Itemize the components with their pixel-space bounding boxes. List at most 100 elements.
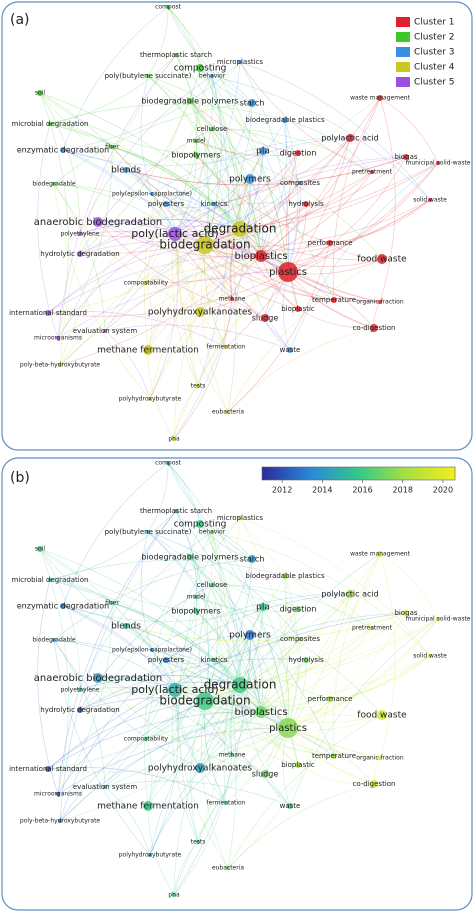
- edge: [329, 655, 431, 700]
- edge: [111, 146, 262, 257]
- node-label: performance: [308, 695, 353, 703]
- edge: [171, 689, 199, 843]
- edge: [239, 61, 373, 173]
- node-label: biodegradation: [159, 238, 250, 252]
- edge: [200, 700, 229, 869]
- edge: [79, 531, 213, 691]
- edge: [47, 156, 407, 314]
- edge: [173, 634, 251, 896]
- node-label: composting: [174, 520, 227, 530]
- edge: [189, 100, 299, 154]
- edge: [213, 203, 289, 273]
- edge: [264, 182, 301, 319]
- edge: [204, 700, 266, 775]
- node-label: pla: [256, 147, 270, 157]
- colorbar-segment: [451, 467, 456, 480]
- node: [255, 706, 267, 718]
- edge: [173, 385, 199, 440]
- edge: [125, 169, 262, 257]
- colorbar-segment: [323, 467, 327, 480]
- edge: [211, 128, 373, 173]
- edge: [287, 727, 375, 785]
- edge: [175, 510, 209, 702]
- node-label: poly(epsilon-caprolactone): [112, 647, 192, 654]
- edge: [47, 766, 227, 804]
- edge: [147, 75, 241, 230]
- edge: [174, 102, 253, 235]
- colorbar-segment: [403, 467, 408, 480]
- edge: [79, 171, 373, 255]
- node-label: waste management: [350, 551, 411, 558]
- edge: [287, 727, 381, 759]
- edge: [204, 244, 335, 301]
- edge: [167, 462, 201, 525]
- edge: [332, 97, 381, 301]
- edge: [151, 649, 335, 757]
- node-label: soil: [35, 90, 45, 97]
- node-label: fiber: [105, 600, 119, 607]
- colorbar-segment: [316, 467, 321, 480]
- edge: [239, 517, 373, 629]
- node-label: biodegradable: [32, 181, 76, 188]
- edge: [287, 727, 375, 785]
- node: [123, 167, 129, 173]
- node: [245, 630, 255, 640]
- node-label: microorganisms: [34, 791, 82, 798]
- edge: [189, 556, 237, 869]
- edge: [239, 684, 375, 785]
- legend-swatch: [396, 32, 410, 42]
- colorbar-segment: [335, 467, 340, 480]
- node-label: co-digestion: [353, 780, 396, 788]
- node: [226, 866, 230, 870]
- edge: [149, 228, 241, 400]
- edge: [190, 244, 206, 387]
- legend-label: Cluster 4: [414, 63, 455, 73]
- edge: [204, 638, 301, 702]
- colorbar-segment: [290, 467, 295, 480]
- node-label: polyesters: [148, 656, 185, 664]
- node: [370, 780, 378, 788]
- node: [331, 753, 337, 759]
- node-label: evaluation system: [73, 783, 138, 791]
- edge: [39, 548, 81, 691]
- nodes: [37, 5, 440, 897]
- node-label: waste: [280, 802, 301, 810]
- node: [45, 766, 51, 772]
- edge: [195, 610, 331, 700]
- colorbar-segment: [265, 467, 269, 480]
- node: [195, 763, 205, 773]
- edge: [62, 605, 233, 756]
- edge: [165, 203, 215, 208]
- edge: [125, 169, 176, 235]
- node-label: kinetics: [201, 656, 228, 664]
- node: [287, 803, 293, 809]
- edge: [147, 531, 262, 713]
- node: [123, 623, 129, 629]
- edge: [151, 193, 262, 257]
- edge: [37, 123, 59, 339]
- legend-swatch: [396, 62, 410, 72]
- edge: [125, 625, 153, 651]
- panel-border: [1, 457, 473, 911]
- colorbar-segment: [332, 467, 337, 480]
- edge: [174, 233, 331, 251]
- edge: [225, 137, 351, 348]
- edge: [39, 92, 176, 235]
- node-label: international standard: [9, 765, 87, 773]
- colorbar-segment: [413, 467, 417, 480]
- edge: [59, 154, 197, 366]
- edge: [189, 556, 299, 610]
- node: [346, 590, 354, 598]
- node: [436, 161, 440, 165]
- edge: [104, 684, 241, 788]
- colorbar-segment: [384, 467, 388, 480]
- edge: [79, 67, 201, 255]
- edge: [53, 183, 106, 332]
- node: [303, 201, 309, 207]
- edges: [37, 6, 439, 896]
- node: [255, 250, 267, 262]
- edge: [260, 711, 383, 723]
- panel-label: (a): [10, 12, 30, 28]
- node-label: enzymatic degradation: [17, 146, 110, 155]
- node: [195, 307, 205, 317]
